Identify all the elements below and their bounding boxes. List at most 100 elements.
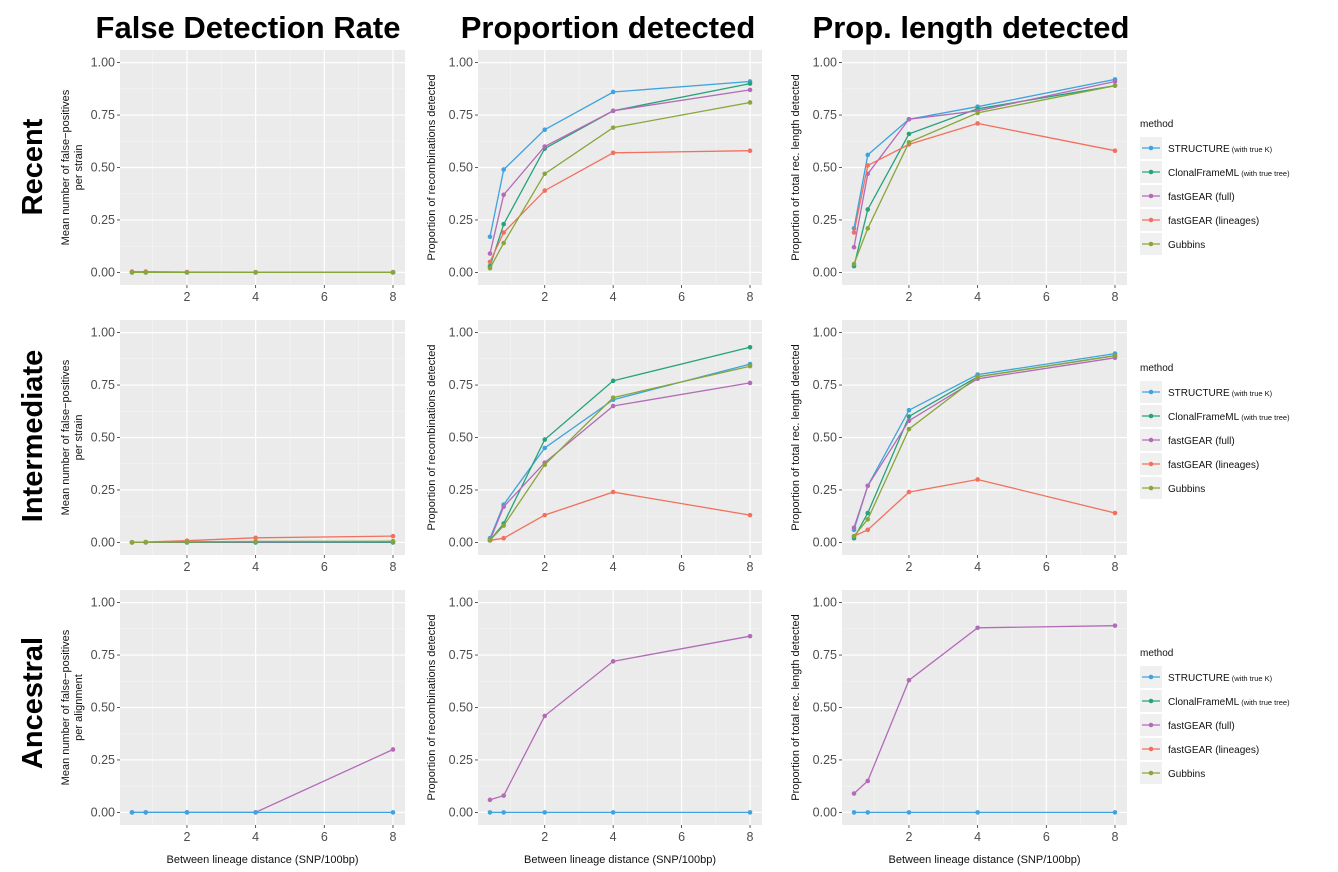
data-point [501,230,506,235]
data-point [501,793,506,798]
y-tick-label: 0.50 [91,701,115,715]
data-point [542,171,548,177]
row-title-intermediate: Intermediate [17,350,49,522]
data-point [865,152,871,158]
data-point [501,221,506,227]
y-tick-label: 0.00 [813,805,837,819]
x-tick-label: 2 [183,290,190,304]
data-point [610,489,616,495]
x-tick-label: 2 [905,830,912,844]
y-tick-label: 0.00 [449,265,473,279]
panels: 0.00 0.25 0.50 0.75 1.00 2 4 6 8 Mean number of f… [60,50,1127,866]
data-point [975,374,980,379]
series-structure [851,810,1118,815]
data-point [1112,810,1118,815]
legend-item-fastgear-full: fastGEAR (full) [1140,185,1235,207]
data-point [501,192,506,198]
y-tick-label: 0.50 [91,431,115,445]
x-tick-label: 4 [610,830,617,844]
legend-item-gubbins: Gubbins [1140,233,1205,255]
data-point [487,265,493,271]
y-tick-label: 0.25 [91,753,115,767]
x-tick-label: 2 [905,290,912,304]
x-tick-label: 8 [1112,830,1119,844]
y-tick-label: 0.75 [449,108,473,122]
x-tick-label: 4 [974,830,981,844]
legend-label: Gubbins [1168,769,1205,780]
y-tick-label: 0.50 [813,701,837,715]
y-tick-label: 0.75 [813,108,837,122]
series-gubbins [851,353,1118,539]
series-gubbins [851,83,1118,267]
data-point [542,462,548,468]
x-axis-label: Between lineage distance (SNP/100bp) [166,854,358,866]
data-point [975,810,980,815]
data-point [975,121,980,126]
data-point [865,226,871,231]
y-tick-label: 0.00 [91,535,115,549]
legend-key-point [1148,722,1154,728]
data-point [747,380,753,386]
series-fastgear-lineages [487,148,753,265]
legend-label: STRUCTURE (with true K) [1168,673,1273,684]
legend-intermediate: method STRUCTURE (with true K) ClonalFrame… [1140,363,1290,499]
x-tick-label: 6 [321,560,328,574]
data-point [865,778,871,784]
data-point [542,810,548,815]
x-tick-label: 2 [541,290,548,304]
y-axis-label: Proportion of recombinations detected [426,345,438,531]
row-title-ancestral: Ancestral [17,637,49,769]
data-point [253,270,258,275]
x-tick-label: 8 [1112,560,1119,574]
x-tick-label: 8 [747,290,754,304]
x-tick-label: 6 [1043,290,1050,304]
series-gubbins [487,100,753,271]
series-gubbins [487,363,753,543]
y-tick-label: 0.50 [813,161,837,175]
x-tick-label: 8 [390,830,397,844]
data-point [487,234,493,240]
data-point [487,797,493,803]
data-point [610,125,616,130]
y-tick-label: 0.25 [813,213,837,227]
data-point [906,414,912,419]
series-gubbins [129,538,396,545]
x-tick-label: 6 [1043,830,1050,844]
data-point [851,791,857,796]
data-point [975,625,980,631]
y-axis-label: Proportion of total rec. length detected [790,344,802,531]
x-tick-label: 6 [678,290,685,304]
data-point [542,437,548,442]
legend-key-point [1148,217,1154,223]
data-point [253,535,258,541]
data-point [865,810,871,815]
data-point [906,140,912,145]
series-structure [487,810,753,815]
data-point [542,445,548,451]
x-tick-label: 8 [1112,290,1119,304]
y-tick-label: 1.00 [813,326,837,340]
x-axis-label: Between lineage distance (SNP/100bp) [524,854,716,866]
y-tick-label: 0.75 [813,378,837,392]
data-point [610,659,616,664]
data-point [610,810,616,815]
data-point [129,810,135,815]
panel-ancestral-false-detection-rate: 0.00 0.25 0.50 0.75 1.00 2 4 6 8 Mean number of f… [60,590,405,866]
data-point [747,148,753,154]
panel-intermediate-prop-length-detected: 0.00 0.25 0.50 0.75 1.00 2 4 6 8 Proportion of to… [790,320,1127,574]
legend-key-point [1148,413,1154,419]
data-point [1112,83,1118,88]
data-point [747,363,753,369]
y-tick-label: 0.25 [91,213,115,227]
y-tick-label: 1.00 [91,596,115,610]
x-tick-label: 6 [1043,560,1050,574]
data-point [501,810,506,815]
legend-key-point [1148,437,1154,443]
data-point [747,344,753,350]
data-point [390,747,396,752]
y-axis-label: Mean number of false−positivesper alignm… [60,629,85,785]
x-tick-label: 6 [321,290,328,304]
data-point [851,230,857,235]
legend-key-point [1148,145,1154,151]
